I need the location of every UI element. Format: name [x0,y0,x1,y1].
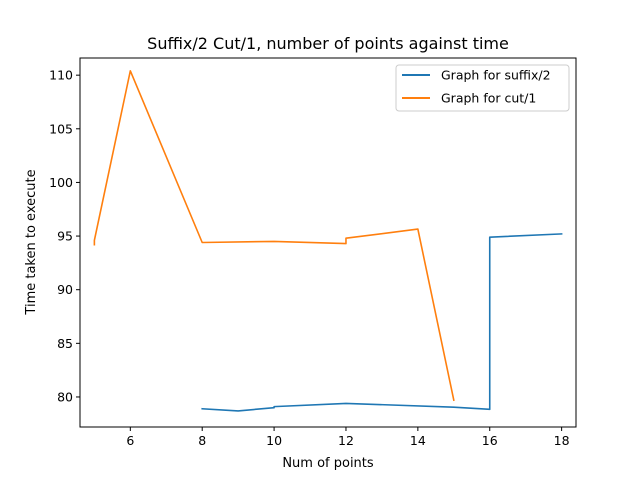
legend: Graph for suffix/2 Graph for cut/1 [395,64,570,112]
y-tick-label: 85 [57,336,73,351]
x-axis-label: Num of points [282,456,374,471]
y-tick-label: 95 [57,229,73,244]
axes-frame [79,57,577,428]
x-tick-label: 14 [410,433,426,448]
plot-area: 6 8 10 12 14 16 18 80 85 90 95 100 105 110 [49,57,577,448]
y-tick-label: 105 [49,121,73,136]
x-tick-label: 6 [126,433,134,448]
x-tick-label: 8 [198,433,206,448]
series-layer [93,70,563,412]
y-tick-label: 110 [49,68,73,83]
y-axis-ticks: 80 85 90 95 100 105 110 [49,68,80,404]
y-tick-label: 80 [57,389,73,404]
x-tick-label: 16 [482,433,498,448]
legend-label-suffix: Graph for suffix/2 [441,68,551,83]
chart-title: Suffix/2 Cut/1, number of points against… [147,34,509,53]
y-tick-label: 90 [57,282,73,297]
y-axis-label: Time taken to execute [24,169,39,315]
x-tick-label: 10 [266,433,282,448]
x-axis-ticks: 6 8 10 12 14 16 18 [126,427,570,448]
x-tick-label: 12 [338,433,354,448]
legend-label-cut: Graph for cut/1 [441,91,536,106]
series-line-suffix [201,233,563,412]
series-line-cut [93,70,455,402]
legend-box [395,64,570,112]
x-tick-label: 18 [554,433,570,448]
y-tick-label: 100 [49,175,73,190]
